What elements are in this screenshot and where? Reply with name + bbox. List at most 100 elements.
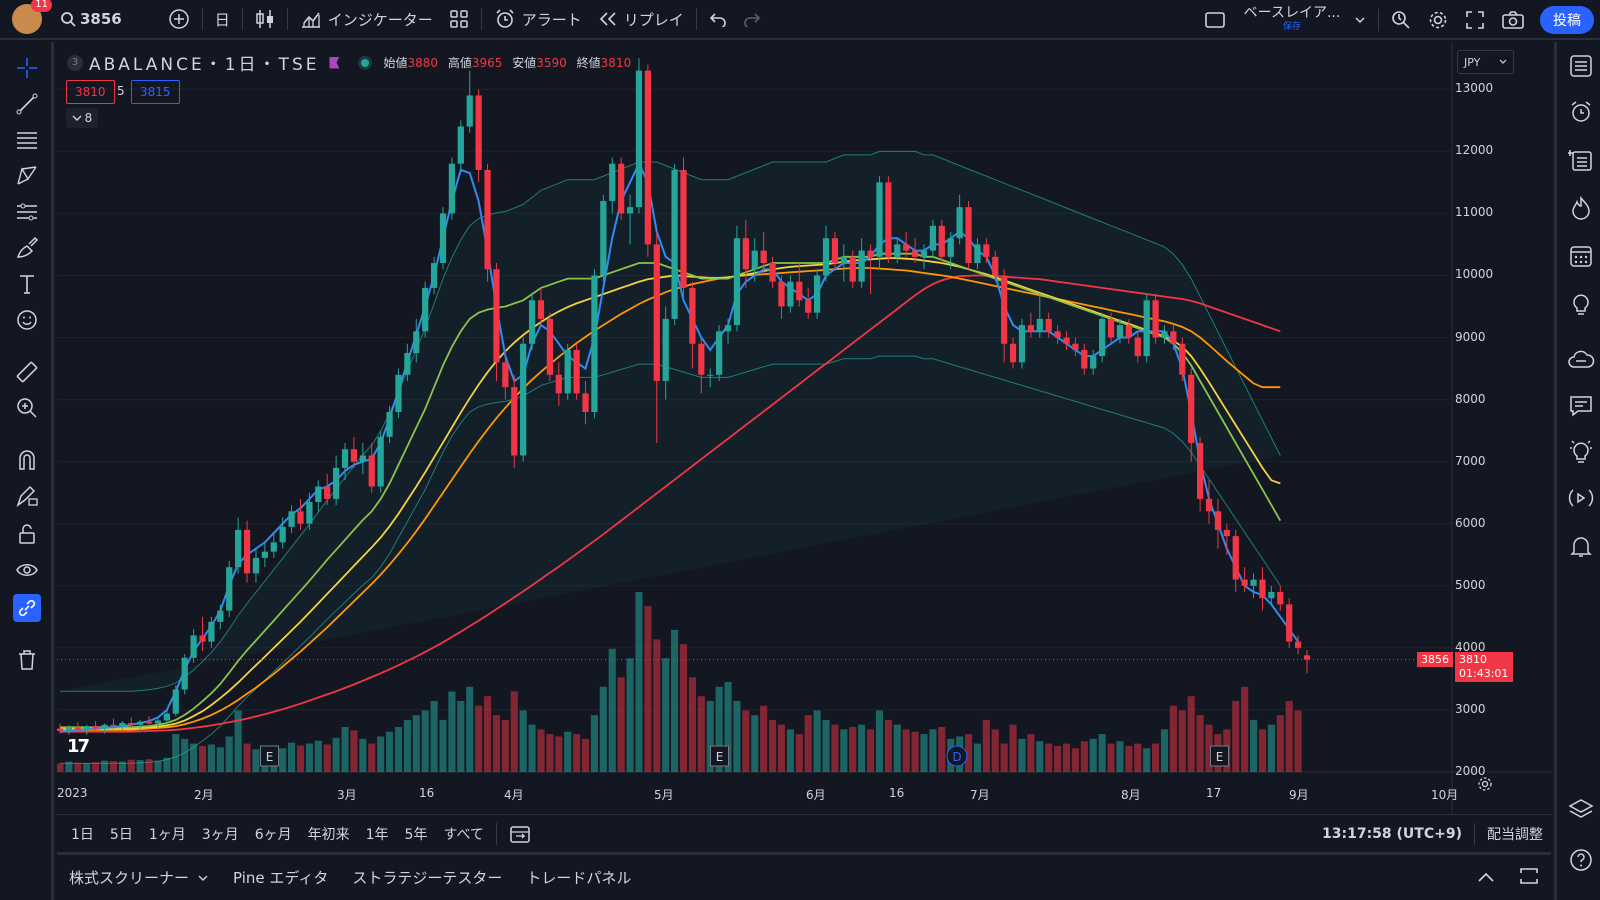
redo-button[interactable]	[735, 0, 769, 39]
stream-icon[interactable]	[1567, 484, 1595, 512]
event-marker[interactable]: E	[260, 745, 279, 767]
event-marker[interactable]: E	[710, 745, 729, 767]
emoji-icon[interactable]	[13, 306, 41, 334]
snapshot-button[interactable]	[1493, 0, 1533, 40]
symbol-title[interactable]: ABALANCE・1日・TSE	[89, 55, 320, 75]
settings-button[interactable]	[1419, 0, 1457, 40]
eye-icon[interactable]	[13, 556, 41, 584]
ruler-icon[interactable]	[13, 358, 41, 386]
volume-bar	[377, 736, 385, 772]
time-tick: 16	[889, 786, 905, 800]
brush-icon[interactable]	[13, 234, 41, 262]
range-button[interactable]: 1日	[71, 826, 94, 843]
calendar-icon[interactable]	[1567, 242, 1595, 270]
chevron-down-icon	[198, 875, 208, 881]
alerts-clock-icon[interactable]	[1567, 98, 1595, 126]
range-button[interactable]: 3ヶ月	[201, 826, 239, 843]
volume-bar	[706, 700, 714, 772]
volume-bar	[688, 677, 696, 772]
undo-button[interactable]	[701, 0, 735, 39]
hotlist-icon[interactable]	[1567, 194, 1595, 222]
tab-strategy-tester[interactable]: ストラテジーテスター	[352, 869, 503, 887]
compare-button[interactable]	[160, 0, 198, 39]
range-button[interactable]: 年初来	[307, 826, 350, 843]
chat-icon[interactable]	[1567, 392, 1595, 420]
candle-body	[1152, 300, 1159, 338]
fullscreen-button[interactable]	[1457, 0, 1493, 40]
range-button[interactable]: 1ヶ月	[148, 826, 186, 843]
candle-body	[796, 281, 803, 301]
volume-bar	[1169, 705, 1177, 772]
range-button[interactable]: 5年	[404, 826, 428, 843]
range-button[interactable]: すべて	[443, 826, 484, 843]
avatar[interactable]: 11	[12, 0, 52, 34]
clock[interactable]: 13:17:58 (UTC+9)	[1322, 825, 1462, 842]
range-button[interactable]: 1年	[365, 826, 389, 843]
sell-price-box[interactable]: 3810	[66, 80, 115, 104]
maximize-panel-button[interactable]	[1507, 867, 1551, 889]
interval-button[interactable]: 日	[214, 10, 230, 29]
fib-icon[interactable]	[13, 126, 41, 154]
quick-search-button[interactable]	[1383, 0, 1419, 40]
link-icon[interactable]	[13, 594, 41, 622]
zoom-in-icon[interactable]	[13, 394, 41, 422]
layers-icon[interactable]	[1567, 796, 1595, 824]
event-marker[interactable]: D	[946, 745, 968, 767]
close-value: 3810	[600, 56, 632, 70]
ma-line	[60, 267, 1281, 731]
ideas-bulb-icon[interactable]	[1567, 290, 1595, 318]
lock-draw-icon[interactable]	[13, 482, 41, 510]
gear-icon	[1429, 11, 1447, 29]
buy-price-box[interactable]: 3815	[131, 80, 180, 104]
trash-icon[interactable]	[13, 646, 41, 674]
alert-button[interactable]: アラート	[486, 0, 590, 39]
range-button[interactable]: 5日	[109, 826, 133, 843]
collapse-panel-button[interactable]	[1465, 869, 1507, 887]
axis-settings-button[interactable]	[1477, 776, 1493, 796]
high-value: 3965	[471, 56, 503, 70]
tradingview-logo[interactable]: 17	[67, 736, 90, 757]
data-window-icon[interactable]	[1567, 146, 1595, 174]
measure-lines-icon[interactable]	[13, 198, 41, 226]
layout-selector[interactable]: ベースレイア... 保存	[1238, 6, 1346, 34]
range-button[interactable]: 6ヶ月	[254, 826, 292, 843]
event-marker[interactable]: E	[1210, 745, 1229, 767]
legend-collapse[interactable]: 8	[66, 108, 98, 128]
post-button[interactable]: 投稿	[1540, 6, 1594, 34]
candle-body	[671, 169, 678, 319]
layout-dropdown[interactable]	[1346, 0, 1374, 40]
cloud-chat-icon[interactable]	[1567, 346, 1595, 374]
tab-stock-screener[interactable]: 株式スクリーナー	[57, 867, 221, 888]
currency-selector[interactable]: JPY	[1457, 50, 1514, 74]
indicators-button[interactable]: インジケーター	[292, 0, 441, 39]
magnet-icon[interactable]	[13, 446, 41, 474]
trend-line-icon[interactable]	[13, 90, 41, 118]
lock-icon[interactable]	[13, 520, 41, 548]
volume-bar	[225, 736, 233, 772]
close-label: 終値	[576, 56, 601, 70]
replay-button[interactable]: リプレイ	[590, 0, 692, 39]
chart-type-button[interactable]	[247, 0, 283, 39]
candle-body	[1294, 641, 1302, 648]
goto-date-button[interactable]	[501, 824, 539, 844]
tips-icon[interactable]	[1567, 438, 1595, 466]
help-icon[interactable]	[1567, 846, 1595, 874]
notifications-bell-icon[interactable]	[1567, 532, 1595, 560]
fullscreen-layout-button[interactable]	[1196, 0, 1234, 40]
last-price-label: 3810 01:43:01	[1455, 652, 1513, 682]
templates-button[interactable]	[441, 0, 477, 39]
symbol-search[interactable]: 3856	[52, 0, 130, 39]
watchlist-icon[interactable]	[1567, 52, 1595, 80]
tab-pine-editor[interactable]: Pine エディタ	[233, 869, 329, 887]
crosshair-icon[interactable]	[13, 54, 41, 82]
event-marker-shape	[1210, 745, 1229, 767]
dividend-adjust[interactable]: 配当調整	[1487, 826, 1543, 843]
candle-body	[199, 635, 206, 642]
flag-icon[interactable]	[329, 56, 340, 69]
pattern-icon[interactable]	[13, 162, 41, 190]
text-icon[interactable]	[13, 270, 41, 298]
candle-body	[511, 387, 518, 456]
tab-trade-panel[interactable]: トレードパネル	[526, 869, 632, 887]
